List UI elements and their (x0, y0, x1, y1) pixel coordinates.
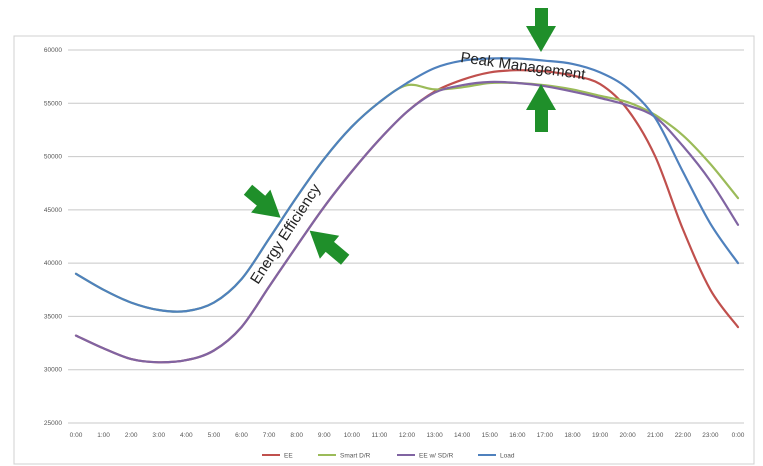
legend-label: EE w/ SD/R (419, 453, 454, 460)
x-tick-label: 20:00 (620, 432, 637, 439)
chart-frame (13, 35, 755, 465)
y-tick-label: 50000 (44, 154, 62, 161)
legend-label: Smart D/R (340, 453, 371, 460)
x-axis-ticks: 0:00 1:00 2:00 3:00 4:00 5:00 6:00 7:00 8:00 9:00… (70, 432, 745, 439)
x-tick-label: 19:00 (592, 432, 609, 439)
x-tick-label: 16:00 (509, 432, 526, 439)
x-tick-label: 18:00 (564, 432, 581, 439)
series-lines (74, 57, 740, 364)
x-tick-label: 4:00 (180, 432, 193, 439)
series-line-load (74, 57, 740, 313)
arrow-up-left-icon (309, 230, 350, 265)
x-tick-label: 6:00 (235, 432, 248, 439)
y-tick-label: 40000 (44, 260, 62, 267)
x-tick-label: 23:00 (702, 432, 719, 439)
x-tick-label: 0:00 (70, 432, 83, 439)
x-tick-label: 3:00 (152, 432, 165, 439)
y-tick-label: 55000 (44, 100, 62, 107)
y-tick-label: 35000 (44, 313, 62, 320)
x-tick-label: 0:00 (732, 432, 745, 439)
x-tick-label: 11:00 (372, 432, 388, 439)
y-axis-ticks: 25000 30000 35000 40000 45000 50000 55000 60000 (44, 47, 62, 427)
x-tick-label: 2:00 (125, 432, 138, 439)
arrow-down-right-icon (243, 184, 281, 218)
x-tick-label: 22:00 (675, 432, 692, 439)
legend-label: Load (500, 453, 515, 460)
x-tick-label: 7:00 (263, 432, 276, 439)
x-tick-label: 17:00 (537, 432, 554, 439)
x-tick-label: 5:00 (208, 432, 221, 439)
y-tick-label: 25000 (44, 420, 62, 427)
gridlines (68, 49, 744, 424)
x-tick-label: 13:00 (426, 432, 443, 439)
arrow-up-icon (526, 84, 556, 132)
x-tick-label: 14:00 (454, 432, 471, 439)
x-tick-label: 1:00 (97, 432, 110, 439)
x-tick-label: 15:00 (482, 432, 499, 439)
y-tick-label: 30000 (44, 367, 62, 374)
y-tick-label: 45000 (44, 207, 62, 214)
legend-label: EE (284, 453, 293, 460)
x-tick-label: 21:00 (647, 432, 664, 439)
legend: EE Smart D/R EE w/ SD/R Load (262, 453, 515, 460)
x-tick-label: 9:00 (318, 432, 331, 439)
arrow-down-icon (526, 8, 556, 52)
x-tick-label: 8:00 (290, 432, 303, 439)
x-tick-label: 10:00 (344, 432, 361, 439)
series-line-ee-w-sd-r (74, 80, 740, 364)
x-tick-label: 12:00 (399, 432, 416, 439)
y-tick-label: 60000 (44, 47, 62, 54)
